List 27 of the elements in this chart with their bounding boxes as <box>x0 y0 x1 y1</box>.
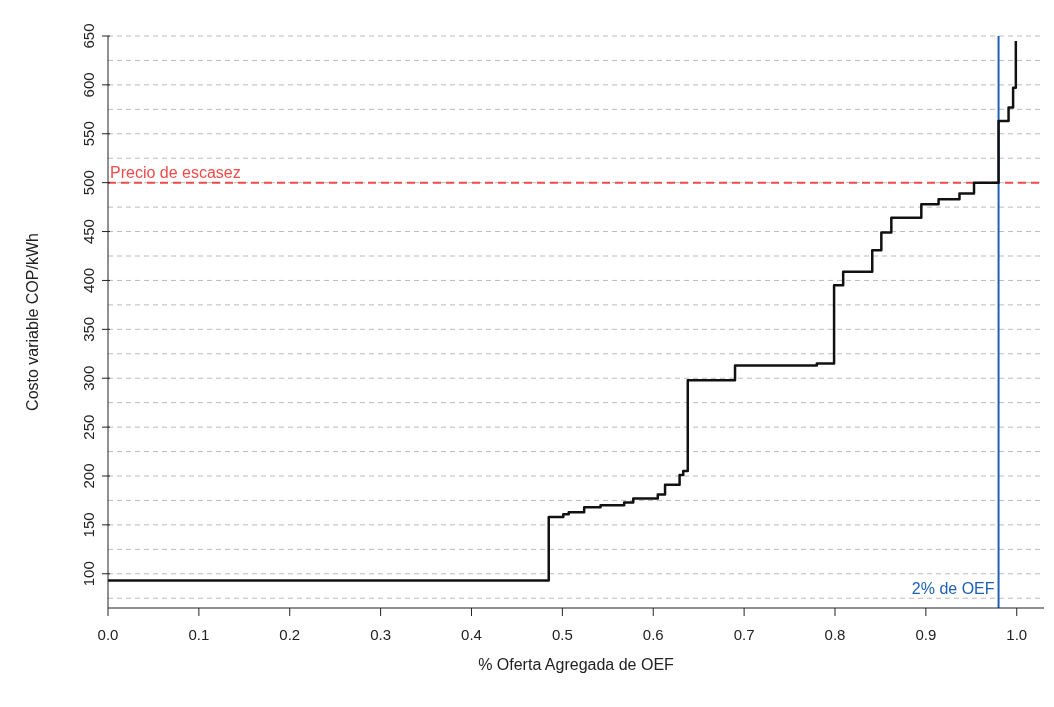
x-tick-label: 0.2 <box>279 626 301 643</box>
x-tick-label: 1.0 <box>1006 626 1028 643</box>
x-tick-label: 0.7 <box>733 626 755 643</box>
x-axis-title: % Oferta Agregada de OEF <box>478 656 675 673</box>
ref-line-label: Precio de escasez <box>110 163 241 181</box>
y-tick-label: 450 <box>80 219 97 245</box>
x-tick-label: 0.5 <box>551 626 573 643</box>
y-tick-label: 150 <box>80 512 97 538</box>
y-tick-label: 250 <box>80 414 97 440</box>
x-tick-label: 0.4 <box>461 626 482 643</box>
x-tick-label: 0.3 <box>370 626 392 643</box>
y-tick-label: 350 <box>80 316 97 342</box>
y-tick-label: 550 <box>80 121 97 147</box>
y-tick-label: 650 <box>80 23 97 49</box>
x-tick-label: 0.6 <box>642 626 664 643</box>
x-tick-label: 0.1 <box>188 626 210 643</box>
y-axis-title: Costo variable COP/kWh <box>23 233 41 411</box>
y-tick-label: 200 <box>80 463 97 489</box>
y-tick-label: 100 <box>80 561 97 587</box>
x-tick-label: 0.9 <box>915 626 937 643</box>
y-tick-label: 600 <box>80 72 97 98</box>
x-tick-label: 0.8 <box>824 626 846 643</box>
x-tick-label: 0.0 <box>97 626 119 643</box>
y-tick-label: 300 <box>80 365 97 391</box>
y-tick-label: 500 <box>80 170 97 196</box>
y-tick-label: 400 <box>80 267 97 293</box>
ref-line-label: 2% de OEF <box>911 580 995 597</box>
